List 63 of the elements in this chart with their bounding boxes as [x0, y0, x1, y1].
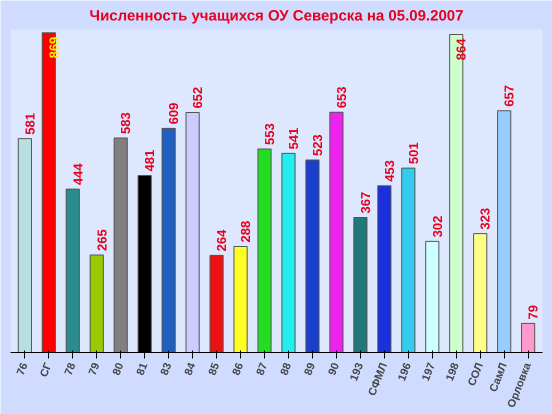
bar	[353, 216, 368, 352]
data-label: 869	[46, 36, 62, 58]
x-tick-label: 89	[302, 361, 318, 378]
bar	[18, 138, 32, 352]
data-label: 541	[286, 128, 301, 150]
data-label: 523	[310, 134, 325, 156]
data-label: 553	[262, 123, 278, 145]
data-label: 264	[214, 228, 230, 252]
bar	[210, 254, 224, 352]
x-tick-label: 84	[182, 360, 199, 378]
bar	[329, 112, 344, 352]
bar	[66, 188, 80, 352]
bar	[473, 233, 488, 352]
data-label: 581	[22, 112, 38, 135]
bar	[114, 137, 128, 352]
data-label: 265	[94, 229, 110, 251]
bar	[186, 112, 200, 352]
data-label: 323	[478, 208, 493, 230]
bar	[90, 254, 104, 352]
x-tick-label: 197	[420, 361, 438, 383]
x-tick-label: 196	[396, 361, 414, 383]
data-label: 609	[166, 102, 182, 124]
x-tick-label: 90	[326, 361, 342, 378]
data-label: 653	[334, 86, 349, 108]
x-tick-label: 85	[206, 361, 222, 378]
x-tick-label: 80	[110, 361, 126, 378]
x-tick-label: СГ	[38, 360, 55, 379]
x-tick-label: СОЛ	[466, 361, 486, 388]
data-label: 302	[430, 216, 445, 238]
bar	[281, 152, 296, 352]
x-tick-label: 81	[134, 361, 150, 378]
x-tick-label: 78	[62, 361, 78, 378]
data-label: 864	[454, 38, 469, 60]
data-label: 79	[526, 304, 541, 320]
bar	[377, 185, 392, 352]
bar	[401, 168, 416, 352]
x-tick-label: 193	[348, 361, 366, 383]
bar	[162, 128, 176, 352]
x-tick-label: 83	[158, 361, 174, 378]
x-tick-label: 198	[444, 361, 462, 383]
data-label: 481	[142, 150, 158, 172]
x-tick-label: 79	[86, 361, 102, 378]
data-label: 288	[238, 220, 254, 243]
bar	[521, 322, 536, 352]
bar	[305, 160, 320, 352]
data-label: 444	[70, 162, 86, 186]
data-label: 583	[118, 112, 134, 134]
x-tick-label: 87	[254, 361, 270, 378]
x-tick-label: 86	[230, 361, 246, 378]
data-label: 367	[358, 192, 373, 214]
data-label: 652	[190, 86, 206, 109]
chart-title: Численность учащихся ОУ Северска на 05.09.2007	[90, 8, 464, 24]
bar	[233, 246, 248, 352]
data-label: 657	[502, 85, 517, 107]
bar	[497, 110, 512, 352]
bar	[425, 240, 440, 352]
x-tick-label: 88	[278, 361, 294, 378]
data-label: 453	[382, 160, 397, 182]
x-tick-label: СамЛ	[488, 361, 510, 394]
data-label: 501	[406, 142, 421, 164]
x-tick-label: 76	[14, 361, 30, 378]
bar	[257, 148, 272, 352]
x-tick-label: СФМЛ	[366, 361, 390, 398]
